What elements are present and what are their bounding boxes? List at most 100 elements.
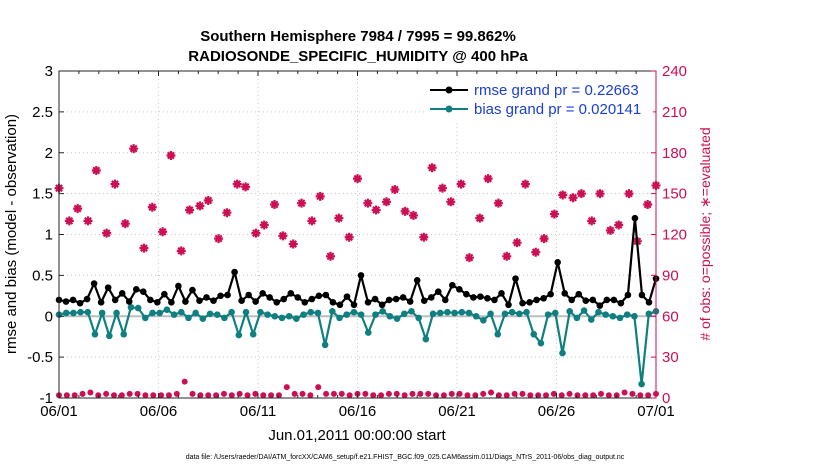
rmse-series-point xyxy=(603,296,611,304)
bias-series-point xyxy=(77,308,84,316)
obs-possible-point xyxy=(488,389,495,396)
bias-series-point xyxy=(199,315,207,323)
obs-evaluated-point-core xyxy=(541,236,547,241)
bias-series-point xyxy=(314,309,322,317)
bias-series-point xyxy=(278,314,286,322)
rmse-series-point xyxy=(568,296,576,304)
obs-evaluated-point-core xyxy=(290,241,296,247)
bias-series-point xyxy=(235,331,243,339)
bias-series-point xyxy=(242,308,250,316)
rmse-series-point xyxy=(589,296,597,304)
rmse-series-point xyxy=(252,298,259,305)
obs-evaluated-point-core xyxy=(504,253,510,259)
bias-series-point xyxy=(113,309,120,317)
rmse-series-point xyxy=(189,286,196,294)
bias-series-point xyxy=(98,309,106,317)
bias-series-point xyxy=(163,306,171,314)
y-right-tick-label: 60 xyxy=(662,308,679,325)
obs-evaluated-point-core xyxy=(197,203,203,209)
bias-series-point xyxy=(372,311,379,318)
rmse-series-point xyxy=(434,288,442,296)
bias-series-point xyxy=(458,308,466,316)
chart-subtitle: RADIOSONDE_SPECIFIC_HUMIDITY @ 400 hPa xyxy=(188,48,528,65)
rmse-series-point xyxy=(125,298,133,305)
obs-evaluated-point-core xyxy=(346,234,352,240)
obs-possible-point xyxy=(543,392,550,399)
x-tick-label: 07/01 xyxy=(637,403,675,420)
obs-possible-point xyxy=(637,392,644,399)
bias-series-point xyxy=(623,311,631,318)
obs-possible-point xyxy=(425,390,432,397)
rmse-series-point xyxy=(477,293,484,300)
legend: rmse grand pr = 0.22663 bias grand pr = … xyxy=(424,79,653,121)
obs-possible-point xyxy=(197,392,204,399)
rmse-series-point xyxy=(392,295,400,303)
obs-possible-point xyxy=(307,392,314,399)
bias-series-point xyxy=(228,308,235,316)
rmse-series-point xyxy=(498,290,505,297)
obs-evaluated-point-core xyxy=(75,206,81,212)
rmse-series-point xyxy=(196,297,203,305)
obs-possible-point xyxy=(158,392,165,399)
obs-evaluated-point-core xyxy=(477,215,483,221)
bias-series-point xyxy=(587,316,595,323)
x-tick-label: 06/11 xyxy=(240,403,276,420)
obs-possible-point xyxy=(590,392,597,399)
y-tick-label: -0.5 xyxy=(27,349,53,366)
data-layer xyxy=(54,144,661,399)
obs-possible-point xyxy=(63,392,70,399)
rmse-series-point xyxy=(322,291,330,299)
obs-evaluated-point-core xyxy=(578,191,584,197)
rmse-series-point xyxy=(62,298,70,305)
bias-series-point xyxy=(386,312,394,320)
bias-series-point xyxy=(300,311,307,318)
obs-evaluated-point-core xyxy=(216,236,221,241)
rmse-series-point xyxy=(259,290,266,297)
rmse-series-point xyxy=(610,296,618,304)
rmse-series-point xyxy=(69,296,77,304)
obs-evaluated-point-core xyxy=(141,245,147,251)
rmse-series-point xyxy=(364,299,372,306)
bias-series-point xyxy=(264,311,271,318)
obs-evaluated-point-core xyxy=(205,198,211,203)
obs-evaluated-point-core xyxy=(485,176,491,182)
bias-series-point xyxy=(465,309,473,317)
rmse-series-point xyxy=(456,285,463,293)
obs-possible-point xyxy=(103,390,110,397)
y-tick-label: 2 xyxy=(45,145,53,162)
rmse-series-point xyxy=(512,275,519,282)
rmse-series-point xyxy=(596,302,604,309)
bias-series-point xyxy=(156,309,163,317)
bias-series-point xyxy=(480,317,487,324)
x-tick-label: 06/06 xyxy=(140,403,178,420)
rmse-series-point xyxy=(147,296,154,304)
bias-series-point xyxy=(566,308,573,315)
obs-evaluated-point-core xyxy=(93,168,99,173)
y-right-tick-label: 180 xyxy=(662,145,687,162)
bias-series-point xyxy=(544,311,552,318)
obs-evaluated-point-core xyxy=(280,233,286,239)
obs-evaluated-point-core xyxy=(514,240,520,246)
chart-title: Southern Hemisphere 7984 / 7995 = 99.862… xyxy=(200,28,516,45)
bias-series-point xyxy=(408,308,415,315)
obs-possible-point xyxy=(480,390,487,397)
obs-evaluated-point-core xyxy=(272,202,277,207)
obs-possible-point xyxy=(275,392,282,399)
bias-series-point xyxy=(451,309,458,317)
obs-possible-point xyxy=(401,392,408,399)
obs-possible-point xyxy=(409,390,416,397)
obs-possible-point xyxy=(645,392,652,399)
rmse-series-point xyxy=(83,295,91,303)
bias-series-point xyxy=(127,303,135,311)
rmse-series-point xyxy=(280,295,288,303)
rmse-series-point xyxy=(526,299,533,306)
obs-evaluated-point-core xyxy=(607,228,613,233)
bias-series-point xyxy=(559,349,566,357)
bias-series-point xyxy=(357,311,365,318)
bias-series-point xyxy=(616,314,624,322)
bias-series-point xyxy=(285,312,293,320)
obs-possible-point xyxy=(181,378,188,385)
obs-possible-point xyxy=(574,392,581,399)
x-tick-label: 06/01 xyxy=(40,403,78,420)
obs-evaluated-point-core xyxy=(421,234,427,240)
